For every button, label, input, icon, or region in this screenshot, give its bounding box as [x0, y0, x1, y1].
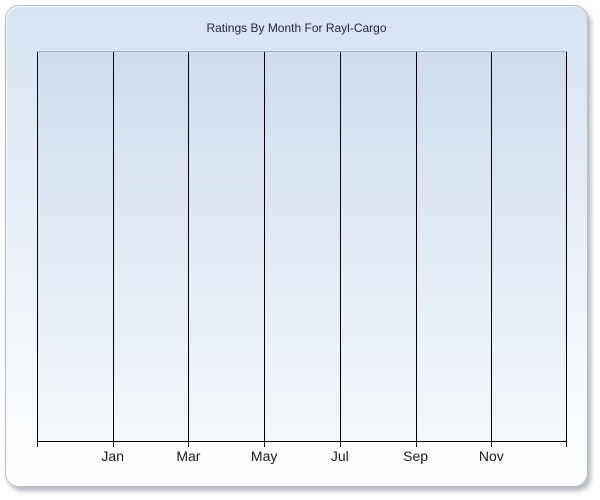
vertical-gridline: [339, 52, 341, 441]
x-axis-tick: [37, 441, 38, 447]
x-axis-label: Nov: [478, 448, 504, 464]
vertical-gridline: [491, 52, 493, 441]
x-axis-label: Mar: [176, 448, 201, 464]
x-axis-label: May: [250, 448, 278, 464]
x-axis-label: Jan: [101, 448, 124, 464]
plot-area: Jan Mar May Jul Sep Nov: [37, 51, 567, 464]
x-axis-tick: [566, 441, 567, 447]
vertical-gridline: [264, 52, 266, 441]
x-axis-tick: [339, 441, 341, 447]
vertical-gridline: [566, 52, 567, 441]
vertical-gridline: [415, 52, 417, 441]
vertical-gridline: [37, 52, 38, 441]
x-axis-label: Jul: [330, 448, 349, 464]
vertical-gridline: [188, 52, 190, 441]
x-axis-tick: [491, 441, 493, 447]
chart-panel: Ratings By Month For Rayl-Cargo Jan Mar Ma…: [5, 5, 588, 487]
x-axis-tick: [188, 441, 190, 447]
vertical-gridline: [112, 52, 114, 441]
chart-title: Ratings By Month For Rayl-Cargo: [206, 21, 387, 35]
x-axis-label: Sep: [403, 448, 429, 464]
x-axis-tick: [112, 441, 114, 447]
x-axis-tick: [264, 441, 266, 447]
x-axis-tick: [415, 441, 417, 447]
